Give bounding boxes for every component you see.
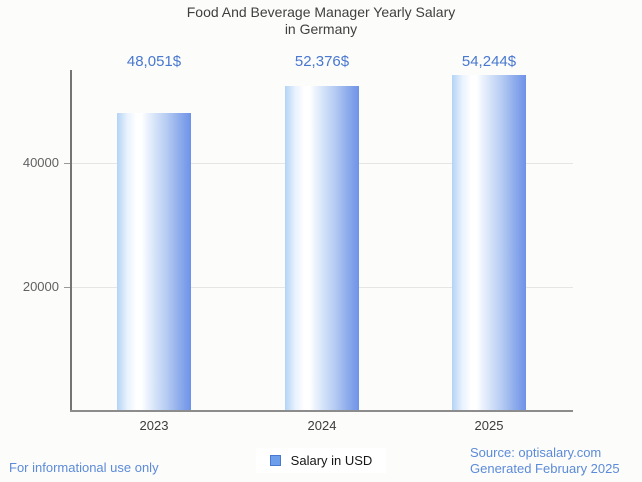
source-block: Source: optisalary.com Generated Februar… <box>470 445 620 476</box>
legend-label: Salary in USD <box>290 453 373 468</box>
source-text: Source: optisalary.com <box>470 445 602 460</box>
chart-title-line2: in Germany <box>284 21 358 37</box>
value-label-2025: 54,244$ <box>461 53 517 70</box>
x-axis-label-2024: 2024 <box>307 418 337 433</box>
value-label-2024: 52,376$ <box>294 53 350 70</box>
y-tick-20000 <box>64 287 70 288</box>
legend-marker-icon <box>269 455 281 466</box>
y-tick-40000 <box>64 163 70 164</box>
x-axis-label-2023: 2023 <box>139 418 169 433</box>
disclaimer-text: For informational use only <box>9 460 159 475</box>
bar-2023[interactable] <box>117 113 191 411</box>
y-axis-label-20000: 20000 <box>22 279 59 294</box>
value-label-2023: 48,051$ <box>126 53 182 70</box>
generated-text: Generated February 2025 <box>470 460 620 476</box>
chart-title: Food And Beverage Manager Yearly Salary … <box>0 4 642 38</box>
chart-title-line1: Food And Beverage Manager Yearly Salary <box>186 4 456 20</box>
legend-item-salary[interactable]: Salary in USD <box>255 448 387 473</box>
x-axis-label-2025: 2025 <box>474 418 504 433</box>
x-axis-line <box>70 410 573 412</box>
bar-2024[interactable] <box>285 86 359 411</box>
legend: Salary in USD <box>0 448 642 473</box>
y-axis-label-40000: 40000 <box>22 155 59 170</box>
bar-2025[interactable] <box>452 75 526 411</box>
y-axis-line <box>70 70 72 411</box>
